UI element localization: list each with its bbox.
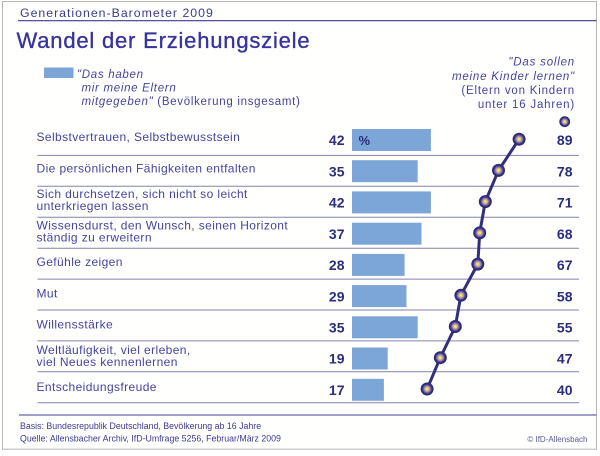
svg-text:%: % [359, 133, 371, 148]
svg-text:"Das haben: "Das haben [77, 69, 144, 81]
svg-text:mir meine Eltern: mir meine Eltern [82, 83, 177, 95]
svg-text:37: 37 [329, 226, 345, 242]
svg-text:unter 16 Jahren): unter 16 Jahren) [478, 99, 575, 111]
svg-text:71: 71 [557, 195, 573, 211]
svg-text:67: 67 [557, 257, 573, 273]
svg-text:"Das sollen: "Das sollen [508, 57, 575, 69]
svg-text:ständig zu erweitern: ständig zu erweitern [37, 230, 152, 244]
svg-text:mitgegeben" (Bevölkerung insge: mitgegeben" (Bevölkerung insgesamt) [82, 96, 301, 108]
svg-text:Wandel der Erziehungsziele: Wandel der Erziehungsziele [17, 28, 311, 53]
svg-text:Basis: Bundesrepublik Deutschl: Basis: Bundesrepublik Deutschland, Bevöl… [20, 421, 261, 431]
svg-text:Quelle: Allensbacher Archiv, I: Quelle: Allensbacher Archiv, IfD-Umfrage… [20, 433, 281, 443]
svg-text:Wissensdurst, den Wunsch, sein: Wissensdurst, den Wunsch, seinen Horizon… [37, 218, 289, 232]
svg-text:28: 28 [329, 257, 345, 273]
svg-text:Die persönlichen Fähigkeiten e: Die persönlichen Fähigkeiten entfalten [37, 161, 256, 175]
svg-text:42: 42 [329, 195, 345, 211]
svg-text:unterkriegen lassen: unterkriegen lassen [37, 199, 149, 213]
svg-text:29: 29 [329, 288, 345, 304]
svg-text:55: 55 [557, 320, 573, 336]
svg-text:Sich durchsetzen, sich nicht s: Sich durchsetzen, sich nicht so leicht [37, 187, 249, 201]
svg-text:Mut: Mut [37, 286, 58, 300]
svg-text:Weltläufigkeit, viel erleben,: Weltläufigkeit, viel erleben, [37, 343, 191, 357]
svg-text:58: 58 [557, 288, 573, 304]
svg-text:17: 17 [329, 382, 345, 398]
svg-text:meine Kinder lernen": meine Kinder lernen" [452, 71, 575, 83]
svg-text:89: 89 [557, 132, 573, 148]
svg-text:35: 35 [329, 163, 345, 179]
svg-text:78: 78 [557, 163, 573, 179]
svg-text:Gefühle zeigen: Gefühle zeigen [37, 255, 123, 269]
svg-text:Entscheidungsfreude: Entscheidungsfreude [37, 380, 157, 394]
svg-text:Generationen-Barometer 2009: Generationen-Barometer 2009 [20, 6, 214, 20]
svg-text:19: 19 [329, 351, 345, 367]
svg-text:40: 40 [557, 382, 573, 398]
svg-text:© IfD-Allensbach: © IfD-Allensbach [527, 435, 587, 444]
svg-text:47: 47 [557, 351, 573, 367]
svg-text:68: 68 [557, 226, 573, 242]
svg-text:35: 35 [329, 320, 345, 336]
svg-text:viel Neues kennenlernen: viel Neues kennenlernen [37, 355, 178, 369]
svg-text:Selbstvertrauen, Selbstbewusst: Selbstvertrauen, Selbstbewusstsein [37, 130, 241, 144]
svg-text:(Eltern von Kindern: (Eltern von Kindern [461, 85, 575, 97]
svg-text:42: 42 [329, 132, 345, 148]
svg-text:Willensstärke: Willensstärke [37, 318, 114, 332]
